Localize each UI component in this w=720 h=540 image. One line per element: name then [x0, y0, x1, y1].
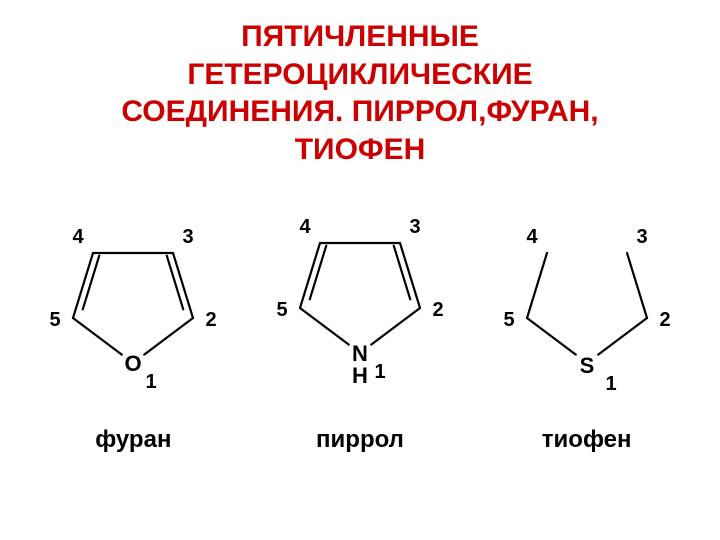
svg-text:5: 5: [276, 299, 287, 321]
thiophene-structure: S1 2 3 4 5: [487, 208, 687, 418]
title-line: ГЕТЕРОЦИКЛИЧЕСКИЕ: [0, 56, 720, 94]
svg-text:S: S: [579, 353, 594, 378]
svg-text:1: 1: [374, 361, 385, 383]
svg-text:2: 2: [659, 309, 670, 331]
svg-text:H: H: [352, 363, 368, 388]
molecule-name: фуран: [95, 426, 171, 454]
molecule-name: тиофен: [542, 426, 632, 454]
pyrrole-structure: NH12345: [260, 198, 460, 418]
svg-text:1: 1: [605, 373, 616, 395]
svg-text:O: O: [125, 351, 142, 376]
svg-text:4: 4: [299, 216, 311, 238]
title-line: СОЕДИНЕНИЯ. ПИРРОЛ,ФУРАН,: [0, 93, 720, 131]
title-line: ПЯТИЧЛЕННЫЕ: [0, 18, 720, 56]
molecule-name: пиррол: [316, 426, 404, 454]
svg-text:3: 3: [183, 226, 194, 248]
molecule-row: O12345 фуран NH12345 пиррол S12345 тиофе…: [0, 168, 720, 454]
svg-text:1: 1: [146, 371, 157, 393]
svg-text:5: 5: [503, 309, 514, 331]
svg-text:3: 3: [409, 216, 420, 238]
furan-structure: O1 2 3 4 5: [33, 208, 233, 418]
molecule-thiophene: S1 2 3 4 5 тиофен: [487, 208, 687, 454]
page-title: ПЯТИЧЛЕННЫЕ ГЕТЕРОЦИКЛИЧЕСКИЕ СОЕДИНЕНИЯ…: [0, 0, 720, 168]
molecule-furan: O1 2 3 4 5 фуран: [33, 208, 233, 454]
svg-text:5: 5: [50, 309, 61, 331]
title-line: ТИОФЕН: [0, 131, 720, 169]
svg-text:3: 3: [636, 226, 647, 248]
svg-text:2: 2: [432, 299, 443, 321]
svg-text:2: 2: [206, 309, 217, 331]
molecule-pyrrole: NH12345 пиррол: [260, 198, 460, 454]
svg-text:4: 4: [73, 226, 85, 248]
svg-text:4: 4: [526, 226, 538, 248]
